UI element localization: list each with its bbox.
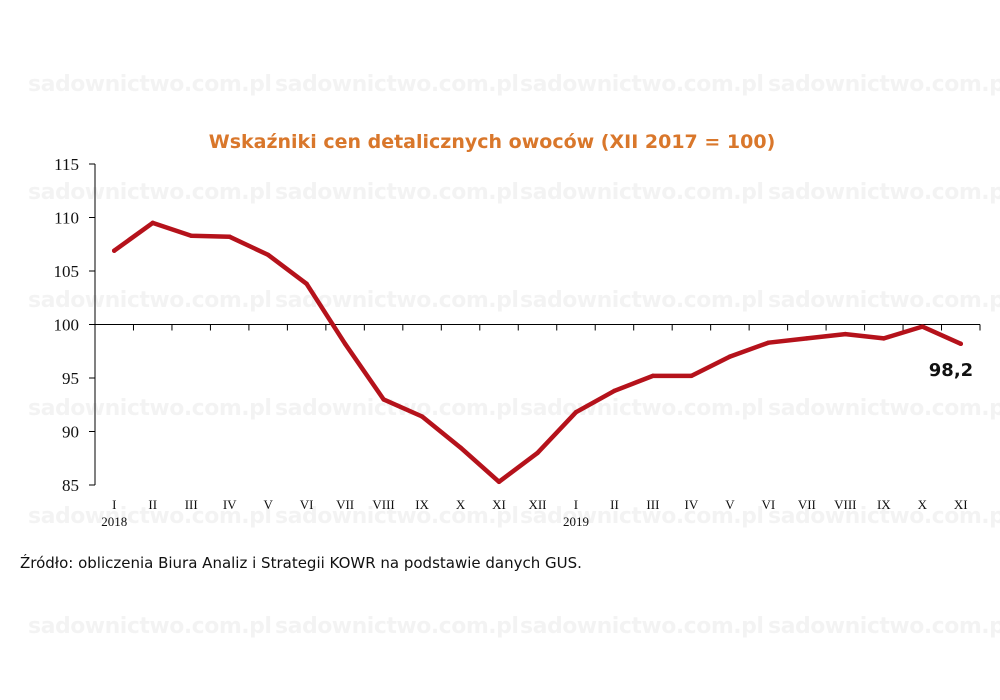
y-tick-label: 85 (62, 476, 79, 495)
data-point (573, 410, 579, 415)
year-label: 2018 (101, 514, 127, 529)
x-tick-label: IX (877, 497, 891, 512)
data-point (265, 252, 271, 258)
last-value-label: 98,2 (929, 360, 973, 381)
x-tick-label: VIII (834, 497, 856, 512)
x-tick-label: V (263, 497, 273, 512)
y-tick-label: 105 (54, 262, 80, 281)
data-point (112, 248, 117, 253)
x-tick-label: VIII (372, 497, 394, 512)
x-tick-label: VII (798, 497, 816, 512)
x-tick-label: II (148, 497, 157, 512)
y-tick-label: 110 (54, 209, 79, 228)
x-tick-label: VI (762, 497, 776, 512)
data-point (650, 373, 656, 379)
data-point (843, 331, 848, 337)
y-axis: 85 90 95 100 105 110 115 (54, 155, 96, 495)
chart-title: Wskaźniki cen detalicznych owoców (XII 2… (209, 131, 776, 153)
data-point (419, 414, 425, 419)
series-line (111, 220, 964, 485)
data-point (612, 388, 617, 394)
data-point (381, 397, 386, 402)
x-tick-label: IV (685, 497, 699, 512)
x-tick-label: XII (528, 497, 546, 512)
series-group (111, 220, 964, 485)
x-axis: I II III IV V VI VII VIII IX X XI XII I II III IV V VI VII… (95, 324, 981, 529)
source-note: Źródło: obliczenia Biura Analiz i Strate… (20, 554, 582, 572)
x-tick-label: XI (954, 497, 968, 512)
data-point (727, 354, 733, 359)
data-point (458, 445, 463, 450)
x-tick-label: V (725, 497, 735, 512)
data-point (920, 324, 925, 329)
data-point (535, 450, 540, 456)
data-point (804, 336, 810, 341)
x-tick-label: III (646, 497, 659, 512)
x-tick-label: III (185, 497, 198, 512)
x-tick-label: X (918, 497, 928, 512)
data-point (227, 234, 232, 239)
data-point (766, 340, 771, 345)
data-point (342, 341, 348, 346)
data-point (304, 281, 309, 287)
data-point (496, 479, 502, 484)
x-tick-label: I (112, 497, 116, 512)
data-point (150, 220, 155, 226)
x-tick-label: VI (300, 497, 314, 512)
data-point (881, 336, 887, 341)
x-tick-label: II (610, 497, 619, 512)
y-tick-label: 100 (54, 316, 80, 335)
year-label: 2019 (563, 514, 589, 529)
x-tick-label: XI (492, 497, 506, 512)
x-tick-label: IX (415, 497, 429, 512)
x-tick-label: I (574, 497, 578, 512)
y-tick-label: 95 (62, 369, 79, 388)
data-point (958, 341, 963, 346)
x-tick-label: VII (336, 497, 354, 512)
y-tick-label: 115 (54, 155, 79, 174)
data-point (188, 233, 194, 238)
x-tick-label: X (456, 497, 466, 512)
y-tick-label: 90 (62, 423, 79, 442)
data-point (689, 373, 694, 379)
x-tick-label: IV (223, 497, 237, 512)
